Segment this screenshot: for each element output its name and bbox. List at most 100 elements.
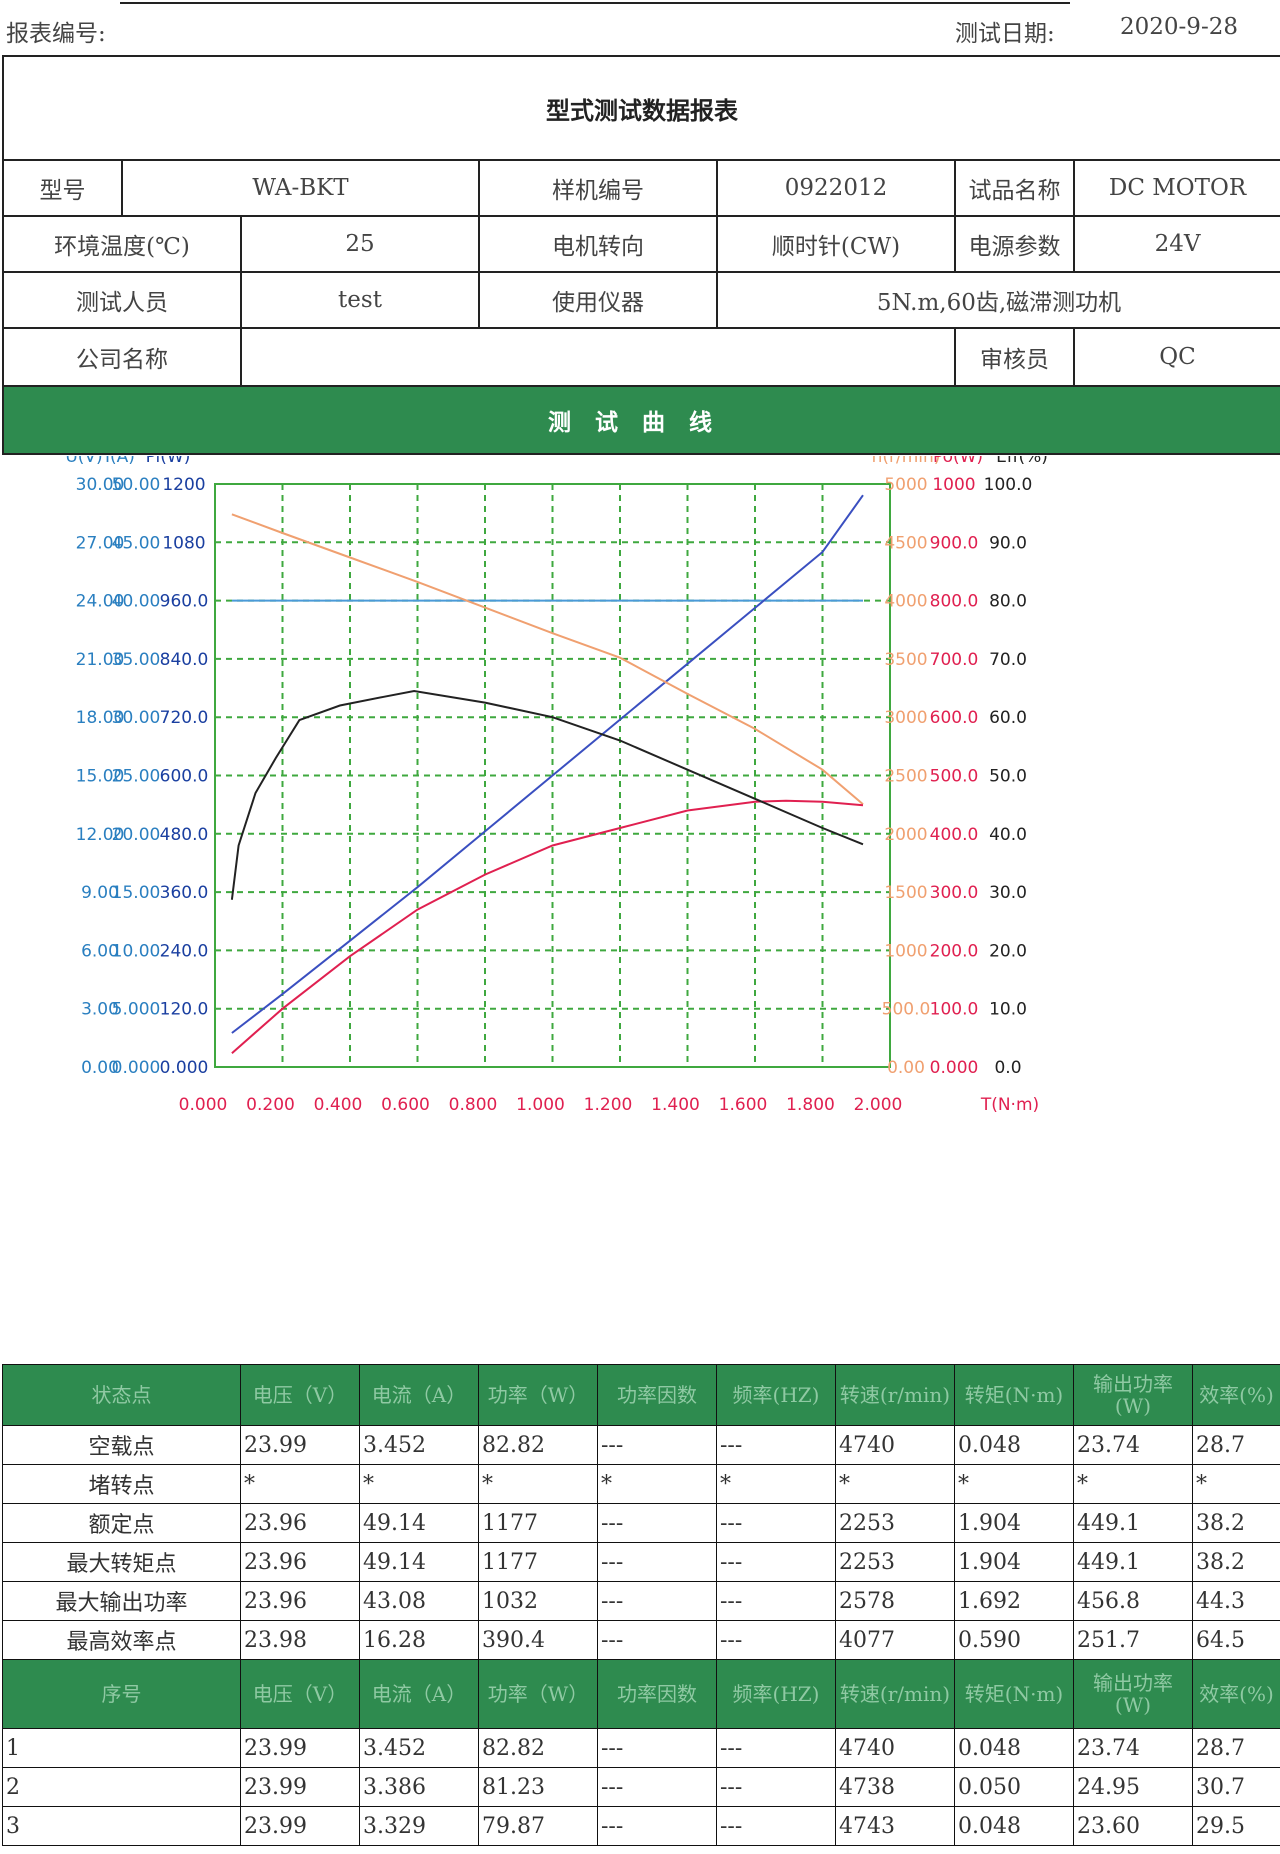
table-cell: 251.7: [1073, 1620, 1193, 1660]
column-header: 功率因数: [597, 1364, 717, 1426]
table-cell: 4740: [835, 1425, 955, 1465]
table-cell: 4743: [835, 1806, 955, 1846]
table-cell: ---: [597, 1620, 717, 1660]
left-tick-label: 0.000: [160, 1058, 209, 1078]
table-cell: 2253: [835, 1542, 955, 1582]
left-tick-label: 15.00: [76, 767, 125, 787]
table-cell: 43.08: [359, 1581, 479, 1621]
left-tick-label: 30.00: [112, 708, 161, 728]
table-cell: ---: [597, 1542, 717, 1582]
table-cell: 1177: [478, 1542, 598, 1582]
table-cell: 1: [2, 1728, 241, 1768]
table-cell: 2578: [835, 1581, 955, 1621]
right-tick-label: 1000: [932, 475, 975, 495]
left-tick-label: 6.00: [81, 941, 119, 961]
table-cell: ---: [597, 1767, 717, 1807]
left-tick-label: 5.000: [112, 1000, 161, 1020]
table-cell: 0.048: [954, 1425, 1074, 1465]
left-tick-label: 50.00: [112, 475, 161, 495]
table-header-row: 序号 电压（V） 电流（A） 功率（W） 功率因数 频率(HZ) 转速(r/min) 转矩(N…: [2, 1659, 1280, 1729]
right-tick-label: 0.0: [994, 1058, 1021, 1078]
left-axes: U(V) 0.00 3.00 6.00 9.00 12.00 15.00 18.00 21.00…: [65, 456, 208, 1078]
table-cell: 3.452: [359, 1425, 479, 1465]
right-tick-label: 2500: [884, 767, 927, 787]
table-row: 最大输出功率 23.96 43.08 1032 --- --- 2578 1.692 456.8…: [2, 1581, 1280, 1621]
right-tick-label: 500.0: [882, 1000, 931, 1020]
right-tick-label: 1000: [884, 941, 927, 961]
right-tick-label: 500.0: [930, 767, 979, 787]
table-cell: 49.14: [359, 1503, 479, 1543]
right-tick-label: 1500: [884, 883, 927, 903]
x-tick-label: 0.800: [449, 1095, 498, 1115]
right-tick-label: 70.0: [989, 650, 1027, 670]
left-tick-label: 27.00: [76, 533, 125, 553]
right-tick-label: 2000: [884, 825, 927, 845]
column-header: 频率(HZ): [716, 1364, 836, 1426]
table-cell: 23.74: [1073, 1425, 1193, 1465]
table-cell: 44.3: [1192, 1581, 1280, 1621]
table-row: 最高效率点 23.98 16.28 390.4 --- --- 4077 0.590 251.7…: [2, 1620, 1280, 1660]
column-header: 效率(%): [1192, 1364, 1280, 1426]
table-cell: ---: [597, 1425, 717, 1465]
table-cell: 28.7: [1192, 1728, 1280, 1768]
table-cell: ---: [716, 1728, 836, 1768]
table-cell: ---: [597, 1728, 717, 1768]
left-tick-label: 35.00: [112, 650, 161, 670]
table-cell: 3: [2, 1806, 241, 1846]
chart-grid: [214, 483, 891, 1068]
table-cell: 0.048: [954, 1806, 1074, 1846]
table-cell: 4740: [835, 1728, 955, 1768]
table-cell: 1.692: [954, 1581, 1074, 1621]
table-cell: ---: [716, 1425, 836, 1465]
table-cell: 28.7: [1192, 1425, 1280, 1465]
table-row: 3 23.99 3.329 79.87 --- --- 4743 0.048 23.60 29.5: [2, 1806, 1280, 1846]
table-cell: 空载点: [2, 1425, 241, 1465]
table-cell: ---: [597, 1806, 717, 1846]
temp-label: 环境温度(℃): [2, 215, 242, 273]
column-header: 序号: [2, 1659, 241, 1729]
column-header: 转速(r/min): [835, 1659, 955, 1729]
test-curve-chart: U(V) 0.00 3.00 6.00 9.00 12.00 15.00 18.00 21.00…: [0, 456, 1280, 1364]
right-tick-label: 4000: [884, 592, 927, 612]
left-tick-label: 960.0: [160, 592, 209, 612]
table-cell: 最大输出功率: [2, 1581, 241, 1621]
right-tick-label: 3000: [884, 708, 927, 728]
table-cell: 29.5: [1192, 1806, 1280, 1846]
table-cell: *: [240, 1464, 360, 1504]
table-row: 2 23.99 3.386 81.23 --- --- 4738 0.050 24.95 30.7: [2, 1767, 1280, 1807]
table-cell: 23.96: [240, 1542, 360, 1582]
table-header-row: 状态点 电压（V） 电流（A） 功率（W） 功率因数 频率(HZ) 转速(r/min) 转矩(…: [2, 1364, 1280, 1426]
right-tick-label: 5000: [884, 475, 927, 495]
x-tick-label: 0.400: [314, 1095, 363, 1115]
table-cell: *: [954, 1464, 1074, 1504]
table-cell: ---: [597, 1581, 717, 1621]
right-tick-label: 4500: [884, 533, 927, 553]
right-tick-label: 50.0: [989, 767, 1027, 787]
table-cell: 1.904: [954, 1542, 1074, 1582]
right-tick-label: 900.0: [930, 533, 979, 553]
table-cell: 449.1: [1073, 1542, 1193, 1582]
left-axis-label: I(A): [105, 456, 135, 467]
right-tick-label: 0.00: [887, 1058, 925, 1078]
company-label: 公司名称: [2, 327, 242, 387]
product-name-value: DC MOTOR: [1072, 159, 1280, 217]
table-cell: 2253: [835, 1503, 955, 1543]
report-no-label: 报表编号:: [6, 21, 106, 47]
table-cell: *: [597, 1464, 717, 1504]
series-line: [231, 513, 864, 806]
column-header: 输出功率(W): [1073, 1659, 1193, 1729]
table-cell: 82.82: [478, 1728, 598, 1768]
left-tick-label: 600.0: [160, 767, 209, 787]
info-table: 型式测试数据报表 型号 WA-BKT 样机编号 0922012 试品名称 DC …: [1, 55, 1280, 455]
right-tick-label: 10.0: [989, 1000, 1027, 1020]
left-tick-label: 840.0: [160, 650, 209, 670]
table-cell: 3.386: [359, 1767, 479, 1807]
right-tick-label: 60.0: [989, 708, 1027, 728]
table-cell: ---: [716, 1620, 836, 1660]
table-cell: 81.23: [478, 1767, 598, 1807]
right-tick-label: 80.0: [989, 592, 1027, 612]
table-cell: 38.2: [1192, 1503, 1280, 1543]
series-line: [230, 689, 864, 900]
table-cell: ---: [597, 1503, 717, 1543]
model-value: WA-BKT: [121, 159, 480, 217]
